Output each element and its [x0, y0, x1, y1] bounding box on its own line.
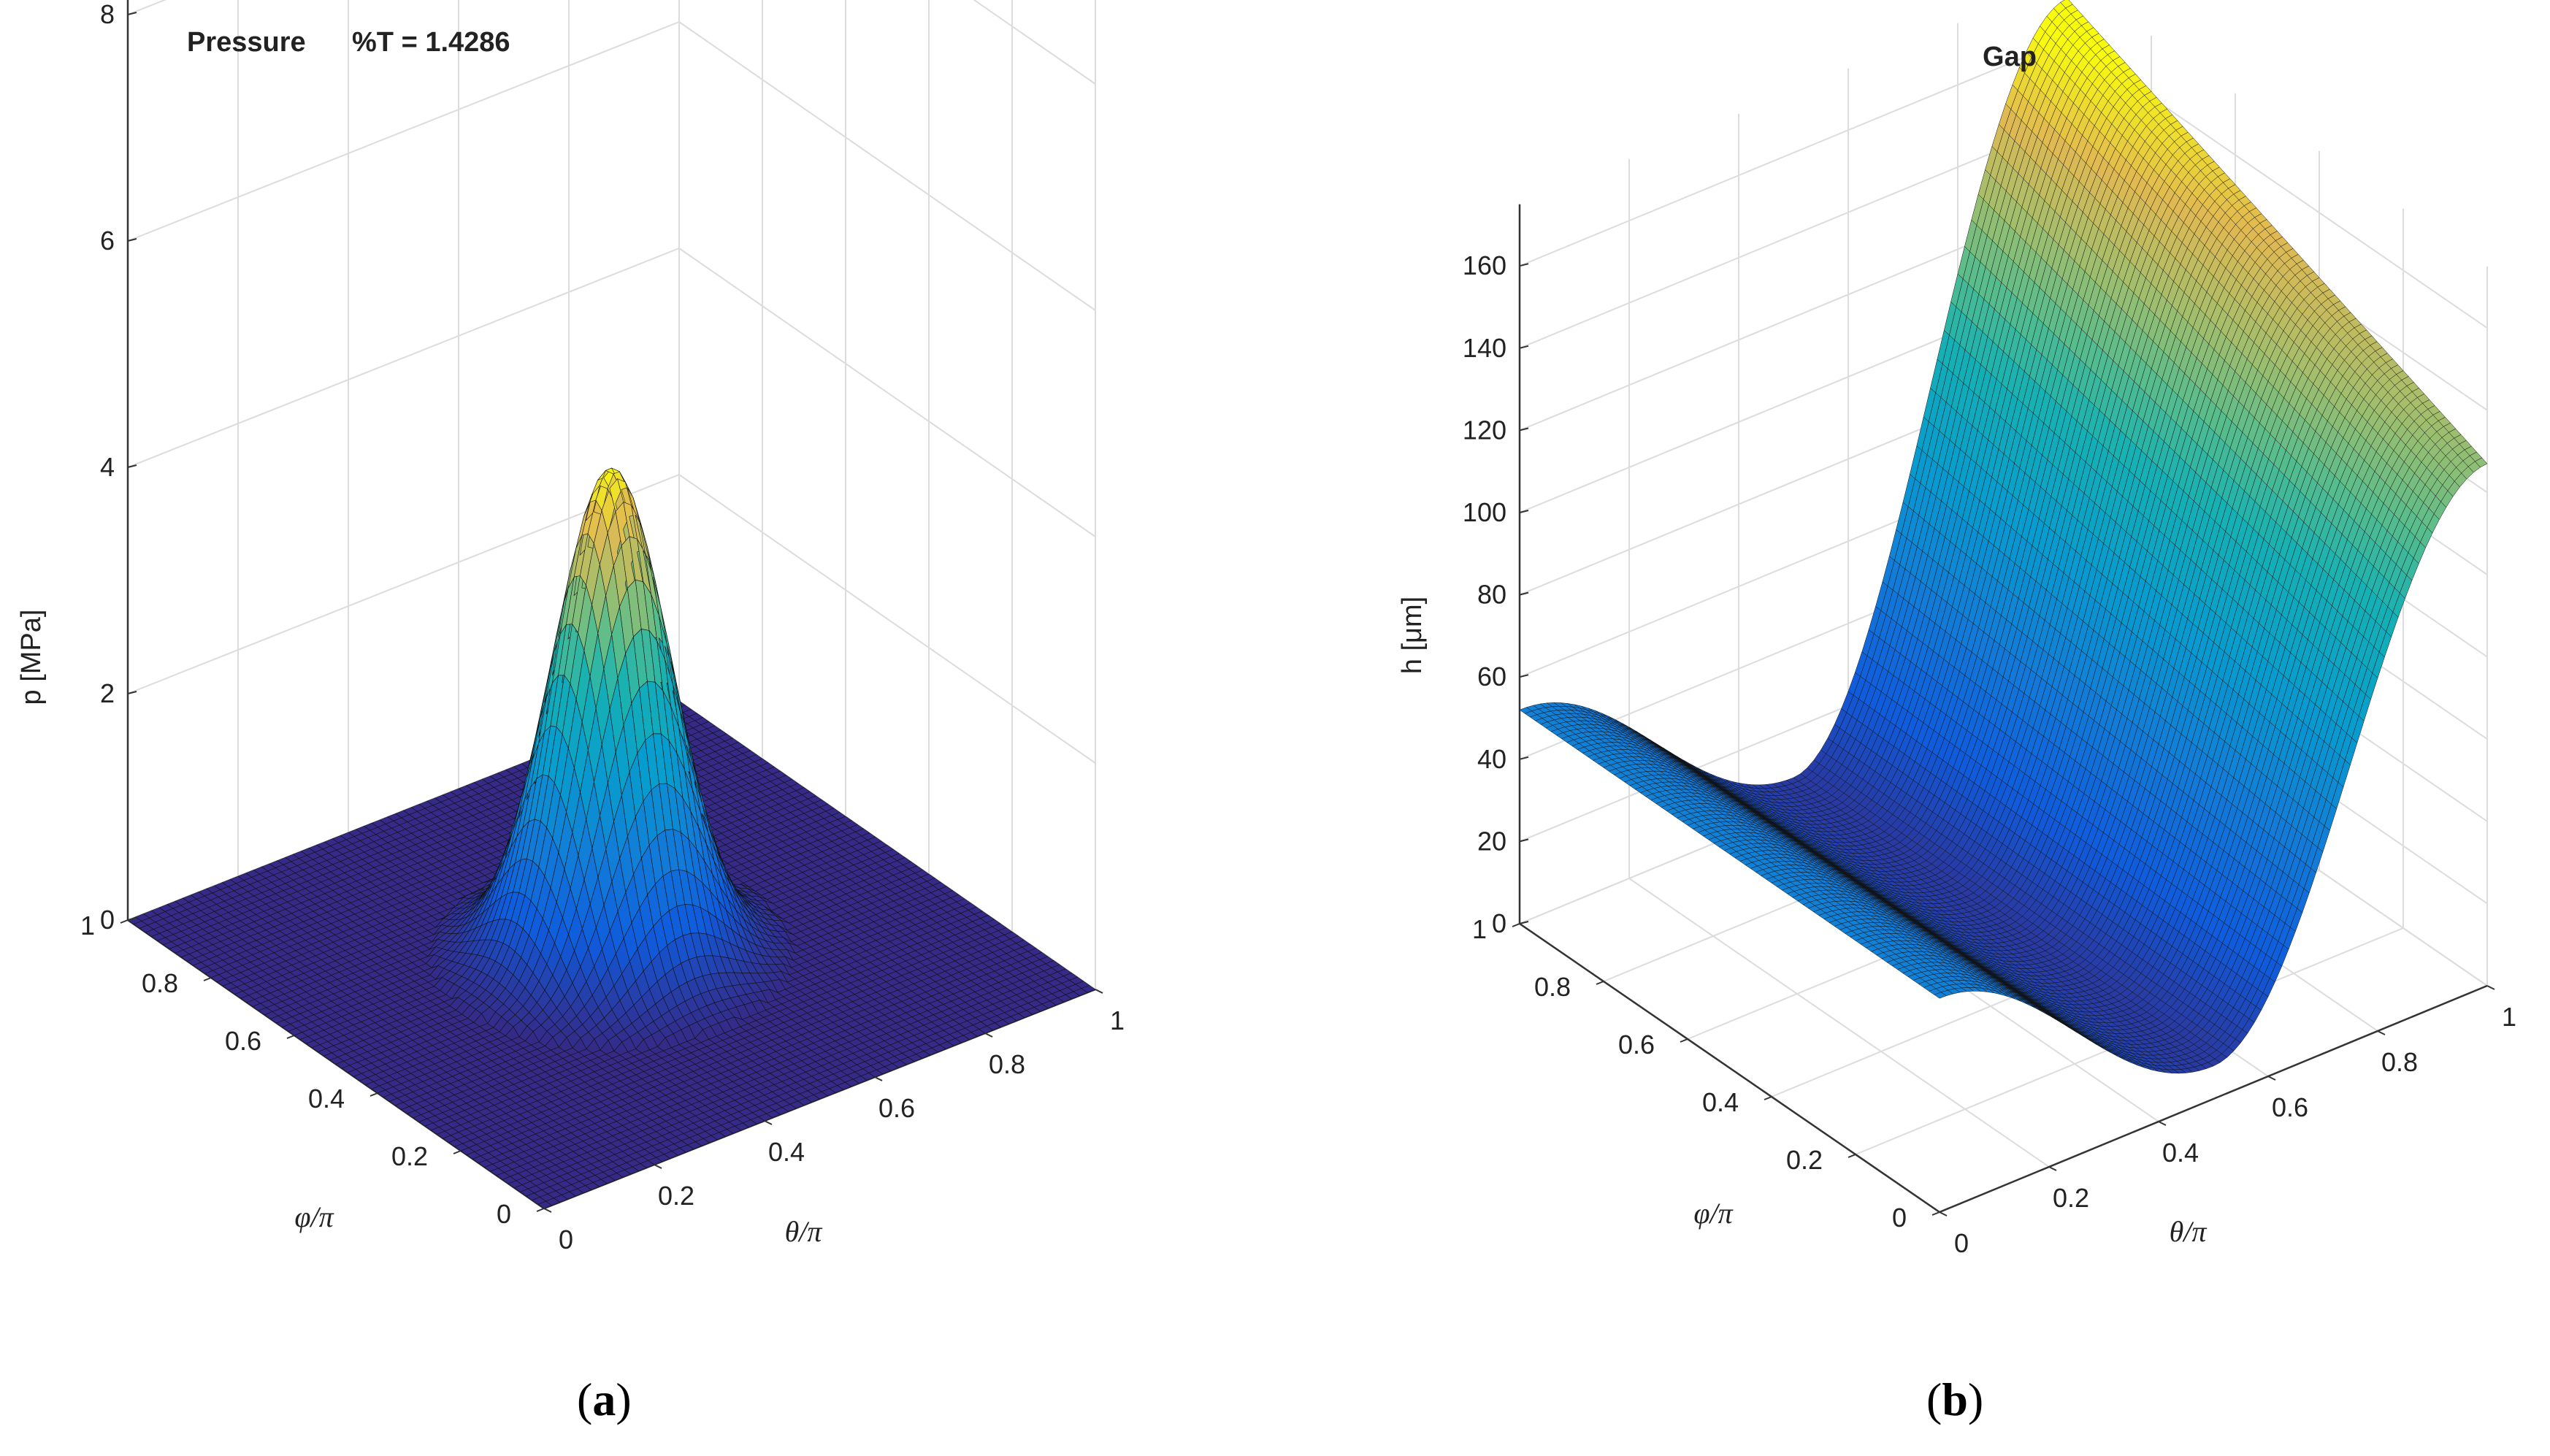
x-tick-label: 1: [1110, 1005, 1125, 1035]
caption-letter: a: [592, 1373, 616, 1425]
y-axis-label: φ/π: [294, 1200, 334, 1233]
y-tick-mark: [453, 1150, 462, 1154]
z-tick-label: 8: [100, 0, 115, 29]
x-tick-label: 0.4: [768, 1137, 805, 1167]
y-tick-label: 1: [80, 911, 95, 940]
y-tick-label: 0.2: [391, 1141, 428, 1171]
grid-line: [973, 0, 1096, 85]
y-tick-label: 0.6: [225, 1026, 261, 1056]
x-tick-label: 0.6: [878, 1093, 915, 1123]
grid-line: [127, 0, 167, 15]
x-tick-label: 0.8: [989, 1049, 1025, 1079]
x-tick-mark: [874, 1076, 883, 1081]
z-tick-label: 2: [100, 678, 115, 708]
surface: [127, 467, 1096, 1209]
y-tick-label: 0: [497, 1199, 511, 1229]
panel-gap: 0 0.2 0.4 0.6 0.8 1 0 0.2 0.4 0.6 0.8 1 0 20 40 60 80 100…: [1275, 0, 2550, 1456]
caption-a: (a): [577, 1373, 632, 1425]
y-tick-mark: [536, 1208, 545, 1212]
chart-title: Pressure %T = 1.4286: [187, 27, 510, 58]
y-tick-mark: [370, 1092, 378, 1097]
y-tick-label: 0.8: [142, 968, 178, 998]
x-tick-mark: [984, 1032, 993, 1038]
x-tick-mark: [764, 1120, 773, 1125]
x-tick-mark: [543, 1208, 552, 1213]
y-tick-label: 0.4: [308, 1084, 345, 1114]
z-tick-label: 6: [100, 226, 115, 256]
z-axis-label: p [MPa]: [16, 610, 47, 705]
x-tick-label: 0.2: [658, 1181, 694, 1211]
grid-line: [678, 248, 1096, 537]
grid-line: [678, 21, 1096, 311]
x-tick-mark: [654, 1164, 662, 1169]
grid-line: [127, 21, 680, 242]
x-tick-label: 0: [559, 1225, 573, 1254]
x-tick-mark: [1095, 989, 1103, 994]
y-tick-mark: [120, 919, 129, 924]
grid-line: [127, 248, 680, 468]
z-tick-label: 4: [100, 452, 115, 482]
grid-line: [678, 474, 1096, 764]
z-tick-label: 0: [100, 905, 115, 935]
y-tick-mark: [286, 1035, 295, 1039]
x-axis-label: θ/π: [785, 1215, 823, 1248]
y-tick-mark: [203, 977, 212, 981]
